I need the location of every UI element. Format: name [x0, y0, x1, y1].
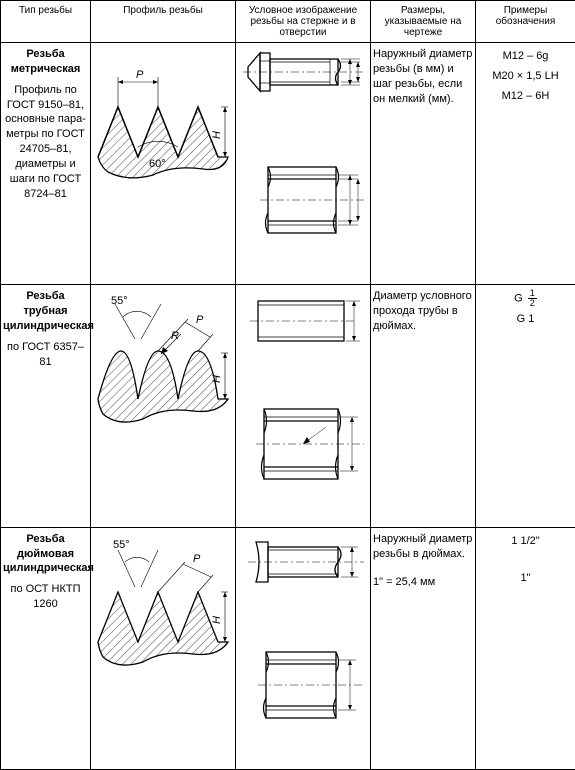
ex-p1: G 12 — [478, 289, 573, 309]
profile-inch: 55° P H — [91, 527, 236, 769]
header-profile: Профиль резьбы — [91, 1, 236, 43]
profile-metric: P 60° H — [91, 43, 236, 285]
dim-inch: Наружный диаметр резьбы в дюймах. 1" = 2… — [371, 527, 476, 769]
drawing-inch — [236, 527, 371, 769]
profile-svg-metric: P 60° H — [93, 47, 233, 197]
type-metric: Резьба метрическая Профиль по ГОСТ 9150–… — [1, 43, 91, 285]
drawing-svg-metric — [238, 47, 368, 277]
type-title3: Резьба дюймовая цилиндрическая — [3, 532, 88, 577]
drawing-svg-pipe — [238, 289, 368, 519]
header-type: Тип резьбы — [1, 1, 91, 43]
ex-i2: 1" — [478, 569, 573, 589]
label-p: P — [136, 69, 144, 81]
label-h2: H — [211, 375, 223, 383]
drawing-pipe — [236, 285, 371, 527]
label-h: H — [211, 131, 223, 139]
type-desc: Профиль по ГОСТ 9150–81, основные пара­м… — [5, 84, 86, 200]
thread-table: Тип резьбы Профиль резьбы Условное изобр… — [0, 0, 575, 770]
dim-pipe: Диаметр условного прохода трубы в дюймах… — [371, 285, 476, 527]
row-inch: Резьба дюймовая цилиндрическая по ОСТ НК… — [1, 527, 575, 769]
ex-p2: G 1 — [478, 310, 573, 330]
type-title2: Резьба трубная цилиндрическая — [3, 289, 88, 334]
label-p3: P — [193, 553, 201, 565]
profile-svg-pipe: 55° R P H — [93, 289, 233, 439]
header-dims: Размеры, указываемые на чертеже — [371, 1, 476, 43]
row-pipe: Резьба трубная цилиндрическая по ГОСТ 63… — [1, 285, 575, 527]
label-angle2: 55° — [111, 295, 128, 307]
dim-metric: Наружный диаметр резьбы (в мм) и шаг рез… — [371, 43, 476, 285]
ex-m3: M12 – 6H — [478, 87, 573, 107]
header-drawing: Условное изображение резьбы на стержне и… — [236, 1, 371, 43]
profile-svg-inch: 55° P H — [93, 532, 233, 682]
drawing-svg-inch — [238, 532, 368, 762]
ex-inch: 1 1/2" 1" — [476, 527, 575, 769]
profile-pipe: 55° R P H — [91, 285, 236, 527]
type-desc3: по ОСТ НКТП 1260 — [10, 583, 80, 610]
type-title: Резьба метрическая — [3, 47, 88, 77]
row-metric: Резьба метрическая Профиль по ГОСТ 9150–… — [1, 43, 575, 285]
type-desc2: по ГОСТ 6357–81 — [7, 341, 84, 368]
ex-m1: M12 – 6g — [478, 47, 573, 67]
drawing-metric — [236, 43, 371, 285]
header-row: Тип резьбы Профиль резьбы Условное изобр… — [1, 1, 575, 43]
type-inch: Резьба дюймовая цилиндрическая по ОСТ НК… — [1, 527, 91, 769]
label-p2: P — [196, 314, 204, 326]
label-angle3: 55° — [113, 539, 130, 551]
label-angle: 60° — [149, 158, 166, 170]
ex-i1: 1 1/2" — [478, 532, 573, 552]
label-h3: H — [211, 616, 223, 624]
ex-pipe: G 12 G 1 — [476, 285, 575, 527]
header-examples: Примеры обозначения — [476, 1, 575, 43]
ex-m2: M20 × 1,5 LH — [478, 67, 573, 87]
type-pipe: Резьба трубная цилиндрическая по ГОСТ 63… — [1, 285, 91, 527]
ex-metric: M12 – 6g M20 × 1,5 LH M12 – 6H — [476, 43, 575, 285]
